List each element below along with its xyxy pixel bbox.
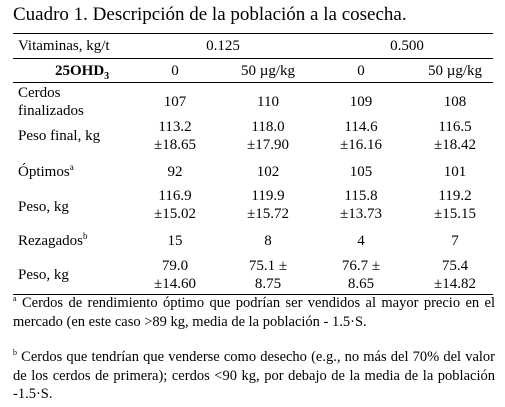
header-divider <box>13 58 493 59</box>
table-cell: 4 <box>357 233 365 249</box>
rezagados-label: Rezagados <box>18 233 83 249</box>
table-cell: 118.0 <box>251 119 285 135</box>
bottom-rule <box>13 294 493 295</box>
footnote-b-text: Cerdos que tendrían que venderse como de… <box>13 349 496 402</box>
table-cell: 109 <box>349 94 373 110</box>
table-cell: 79.0 <box>161 258 189 274</box>
vitaminas-header: Vitaminas, kg/t <box>18 38 110 54</box>
table-cell: 107 <box>163 94 187 110</box>
table-cell: ±14.60 <box>154 276 196 292</box>
table-cell: 105 <box>349 164 373 180</box>
row-label-peso-optimos: Peso, kg <box>18 199 69 215</box>
table-cell: ±18.42 <box>434 137 476 153</box>
table-cell: 119.2 <box>438 188 472 204</box>
vitaminas-0500-header: 0.500 <box>390 38 424 54</box>
footnote-b-mark: b <box>13 348 17 358</box>
optimos-label: Óptimos <box>18 164 70 180</box>
table-cell: ±14.82 <box>434 276 476 292</box>
dose-col-4: 50 µg/kg <box>427 63 483 79</box>
table-title: Cuadro 1. Descripción de la población a … <box>13 4 407 25</box>
table-cell: 116.5 <box>438 119 472 135</box>
row-label-rezagados: Rezagadosb <box>18 232 87 250</box>
table-cell: 15 <box>167 233 183 249</box>
table-cell: 119.9 <box>251 188 285 204</box>
ohd-header: 25OHD3 <box>55 62 110 82</box>
table-cell: ±13.73 <box>340 206 382 222</box>
dose-col-1: 0 <box>171 63 179 79</box>
table-cell: 75.1 ± <box>248 258 288 274</box>
table-cell: 108 <box>443 94 467 110</box>
table-cell: 115.8 <box>344 188 378 204</box>
table-cell: ±15.72 <box>247 206 289 222</box>
dose-col-3: 0 <box>357 63 365 79</box>
table-cell: ±16.16 <box>340 137 382 153</box>
footnote-b: b Cerdos que tendrían que venderse como … <box>13 348 495 404</box>
table-cell: 116.9 <box>158 188 192 204</box>
row-label-optimos: Óptimosa <box>18 163 74 181</box>
table-cell: 75.4 <box>441 258 469 274</box>
table-cell: 114.6 <box>344 119 378 135</box>
table-cell: ±18.65 <box>154 137 196 153</box>
footnote-a-mark: a <box>13 294 17 304</box>
footnote-a-text: Cerdos de rendimiento óptimo que podrían… <box>13 295 496 330</box>
table-cell: 8.65 <box>347 276 375 292</box>
table-cell: 8.75 <box>254 276 282 292</box>
table-cell: 102 <box>256 164 280 180</box>
table-cell: ±17.90 <box>247 137 289 153</box>
table-cell: 8 <box>264 233 272 249</box>
table-cell: 113.2 <box>158 119 192 135</box>
table-cell: 7 <box>451 233 459 249</box>
table-cell: 101 <box>443 164 467 180</box>
table-cell: ±15.02 <box>154 206 196 222</box>
table-cell: 76.7 ± <box>341 258 381 274</box>
vitaminas-0125-header: 0.125 <box>206 38 240 54</box>
ohd-subscript: 3 <box>104 71 110 82</box>
dose-col-2: 50 µg/kg <box>240 63 296 79</box>
row-label-cerdos: Cerdos <box>18 85 61 101</box>
row-label-peso-rezagados: Peso, kg <box>18 267 69 283</box>
footnote-mark-a: a <box>69 162 74 172</box>
row-label-finalizados: finalizados <box>18 103 84 119</box>
header-bottom-rule <box>13 82 493 83</box>
table-cell: 92 <box>167 164 183 180</box>
footnote-a: a Cerdos de rendimiento óptimo que podrí… <box>13 294 495 331</box>
table-cell: 110 <box>257 94 279 110</box>
ohd-label: 25OHD <box>55 63 105 79</box>
table-cell: ±15.15 <box>434 206 476 222</box>
row-label-peso-final: Peso final, kg <box>18 128 101 144</box>
top-rule <box>13 33 493 34</box>
footnote-mark-b: b <box>82 231 88 241</box>
